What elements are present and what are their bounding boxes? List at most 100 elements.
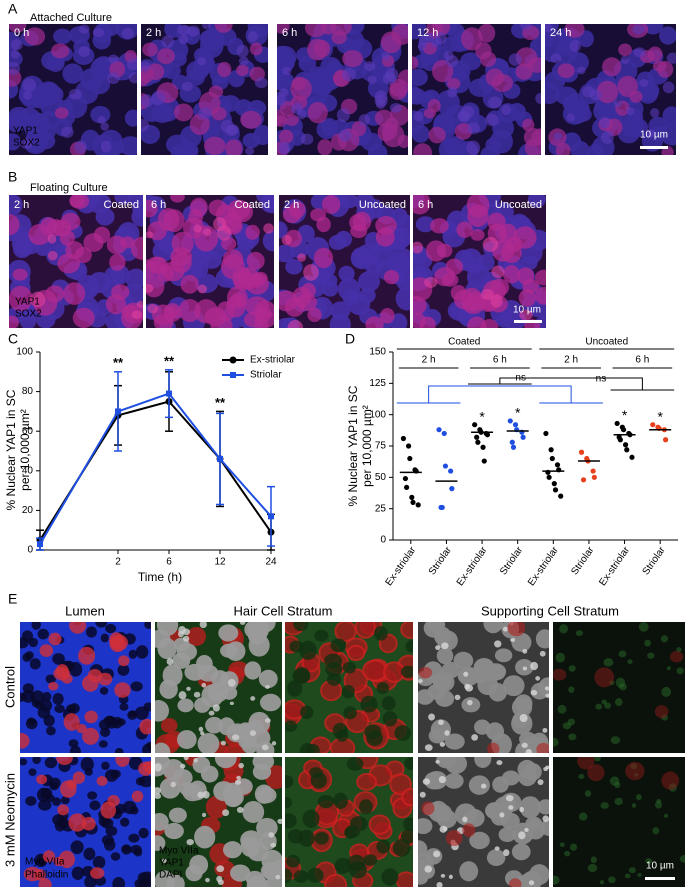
cell bbox=[130, 236, 143, 260]
micrograph bbox=[155, 622, 282, 753]
cell bbox=[194, 825, 216, 849]
cell bbox=[194, 299, 218, 324]
cell bbox=[350, 246, 374, 270]
condition-label: Uncoated bbox=[359, 199, 406, 211]
cell bbox=[247, 622, 270, 641]
time-label: 6 h bbox=[493, 355, 507, 366]
cell bbox=[542, 815, 549, 822]
cell bbox=[568, 665, 576, 672]
cell bbox=[446, 78, 461, 90]
cell bbox=[376, 839, 391, 854]
cell bbox=[570, 843, 578, 851]
cell bbox=[97, 116, 106, 124]
cell bbox=[536, 742, 549, 753]
x-tick-label: 6 bbox=[166, 557, 172, 568]
cell bbox=[309, 767, 323, 779]
cell bbox=[60, 780, 77, 798]
cell bbox=[367, 75, 377, 85]
cell bbox=[415, 216, 436, 233]
cell bbox=[181, 81, 193, 92]
cell bbox=[405, 640, 413, 653]
point bbox=[439, 504, 445, 511]
cell bbox=[37, 628, 49, 640]
cell bbox=[76, 723, 87, 734]
point bbox=[554, 462, 561, 468]
cell bbox=[107, 72, 120, 85]
cell bbox=[375, 227, 395, 247]
cell bbox=[127, 195, 143, 207]
cell bbox=[178, 299, 201, 323]
cell bbox=[220, 740, 226, 746]
cell bbox=[194, 225, 219, 252]
cell bbox=[277, 24, 290, 34]
cell bbox=[494, 846, 500, 851]
cell bbox=[342, 50, 363, 68]
cell bbox=[247, 876, 267, 887]
cell bbox=[277, 115, 288, 127]
cell bbox=[100, 140, 112, 153]
point bbox=[474, 434, 480, 440]
stain-label: YAP1 bbox=[15, 297, 40, 308]
cell bbox=[412, 85, 422, 103]
cell bbox=[225, 139, 243, 155]
cell bbox=[226, 723, 248, 743]
cell bbox=[463, 671, 469, 677]
cell bbox=[480, 319, 499, 328]
cell bbox=[137, 872, 151, 884]
condition-label: Coated bbox=[448, 337, 480, 348]
cell bbox=[447, 86, 458, 98]
cell bbox=[92, 855, 106, 869]
point bbox=[404, 484, 410, 490]
cell bbox=[25, 796, 37, 806]
time-label: 24 h bbox=[550, 27, 571, 39]
cell bbox=[166, 134, 189, 155]
x-tick-label: 24 bbox=[265, 557, 277, 568]
cell bbox=[242, 132, 261, 149]
cell bbox=[259, 693, 282, 712]
cell bbox=[176, 730, 197, 749]
cell bbox=[526, 819, 546, 840]
cell bbox=[48, 632, 62, 646]
cell bbox=[155, 700, 170, 722]
cell bbox=[60, 796, 70, 805]
cell bbox=[70, 840, 84, 855]
cell bbox=[307, 101, 328, 124]
cell bbox=[413, 111, 424, 122]
cell bbox=[254, 784, 274, 804]
x-tick-label: Ex-striolar bbox=[597, 544, 632, 588]
cell bbox=[217, 61, 232, 78]
cell bbox=[480, 145, 501, 155]
cell bbox=[382, 711, 398, 727]
cell bbox=[445, 258, 464, 275]
cell bbox=[197, 57, 207, 66]
cell bbox=[214, 24, 233, 33]
cell bbox=[335, 230, 353, 248]
comparison-bracket bbox=[499, 377, 643, 384]
cell bbox=[480, 783, 487, 789]
cell bbox=[412, 56, 419, 70]
cell bbox=[119, 703, 129, 711]
cell bbox=[57, 804, 69, 816]
cell bbox=[239, 622, 246, 625]
micrograph bbox=[277, 24, 408, 155]
x-tick-label: Ex-striolar bbox=[526, 544, 561, 588]
cell bbox=[227, 678, 236, 687]
scale-bar bbox=[645, 877, 675, 880]
point bbox=[546, 474, 552, 480]
cell bbox=[186, 686, 191, 691]
cell bbox=[444, 730, 450, 736]
time-label: 2 h bbox=[14, 199, 29, 211]
cell bbox=[63, 282, 86, 305]
time-label: 6 h bbox=[418, 199, 433, 211]
cell bbox=[466, 195, 490, 218]
cell bbox=[342, 661, 356, 674]
cell bbox=[186, 25, 200, 37]
point bbox=[580, 477, 587, 483]
cell bbox=[287, 680, 303, 697]
cell bbox=[499, 812, 505, 818]
cell bbox=[21, 630, 33, 642]
point bbox=[617, 437, 623, 443]
cell bbox=[51, 43, 70, 59]
cell bbox=[394, 725, 411, 741]
cell bbox=[453, 651, 474, 670]
